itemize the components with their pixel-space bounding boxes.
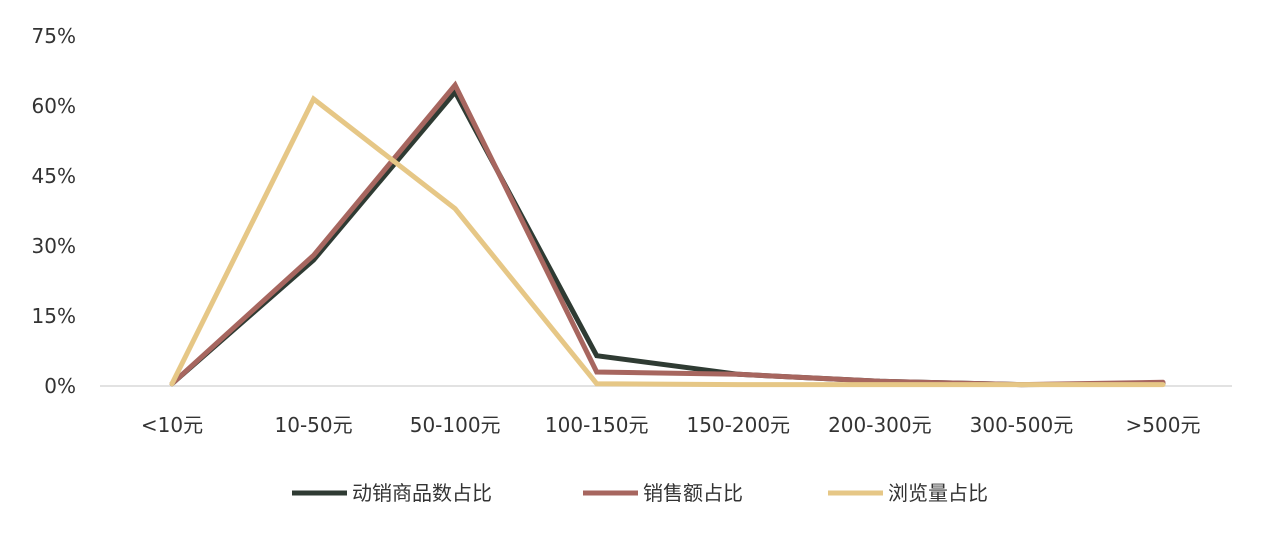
series-lines <box>169 80 1166 388</box>
x-tick-label: 100-150元 <box>545 413 649 437</box>
legend: 动销商品数占比 销售额占比 浏览量占比 <box>292 481 988 505</box>
series-line-1 <box>169 87 1166 388</box>
x-axis: <10元 10-50元 50-100元 100-150元 150-200元 200-300… <box>141 413 1201 437</box>
y-tick-label: 75% <box>32 24 76 48</box>
y-tick-label: 15% <box>32 304 76 328</box>
y-tick-label: 60% <box>32 94 76 118</box>
legend-label: 动销商品数占比 <box>352 481 492 505</box>
y-tick-label: 45% <box>32 164 76 188</box>
x-tick-label: <10元 <box>141 413 203 437</box>
x-tick-label: 10-50元 <box>275 413 353 437</box>
y-tick-label: 30% <box>32 234 76 258</box>
x-tick-label: 150-200元 <box>686 413 790 437</box>
legend-label: 浏览量占比 <box>888 481 988 505</box>
series-line-2 <box>169 80 1166 388</box>
x-tick-label: >500元 <box>1126 413 1201 437</box>
series-line-3 <box>169 95 1166 388</box>
x-tick-label: 50-100元 <box>410 413 501 437</box>
y-axis: 0% 15% 30% 45% 60% 75% <box>32 24 76 398</box>
legend-label: 销售额占比 <box>643 481 743 505</box>
x-tick-label: 200-300元 <box>828 413 932 437</box>
x-tick-label: 300-500元 <box>970 413 1074 437</box>
y-tick-label: 0% <box>44 374 76 398</box>
